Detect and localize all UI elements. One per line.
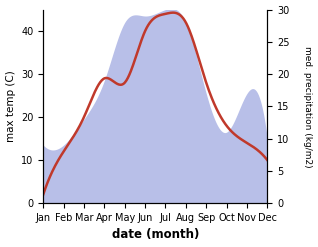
Y-axis label: med. precipitation (kg/m2): med. precipitation (kg/m2) [303, 45, 313, 167]
Y-axis label: max temp (C): max temp (C) [5, 70, 16, 142]
X-axis label: date (month): date (month) [112, 228, 199, 242]
